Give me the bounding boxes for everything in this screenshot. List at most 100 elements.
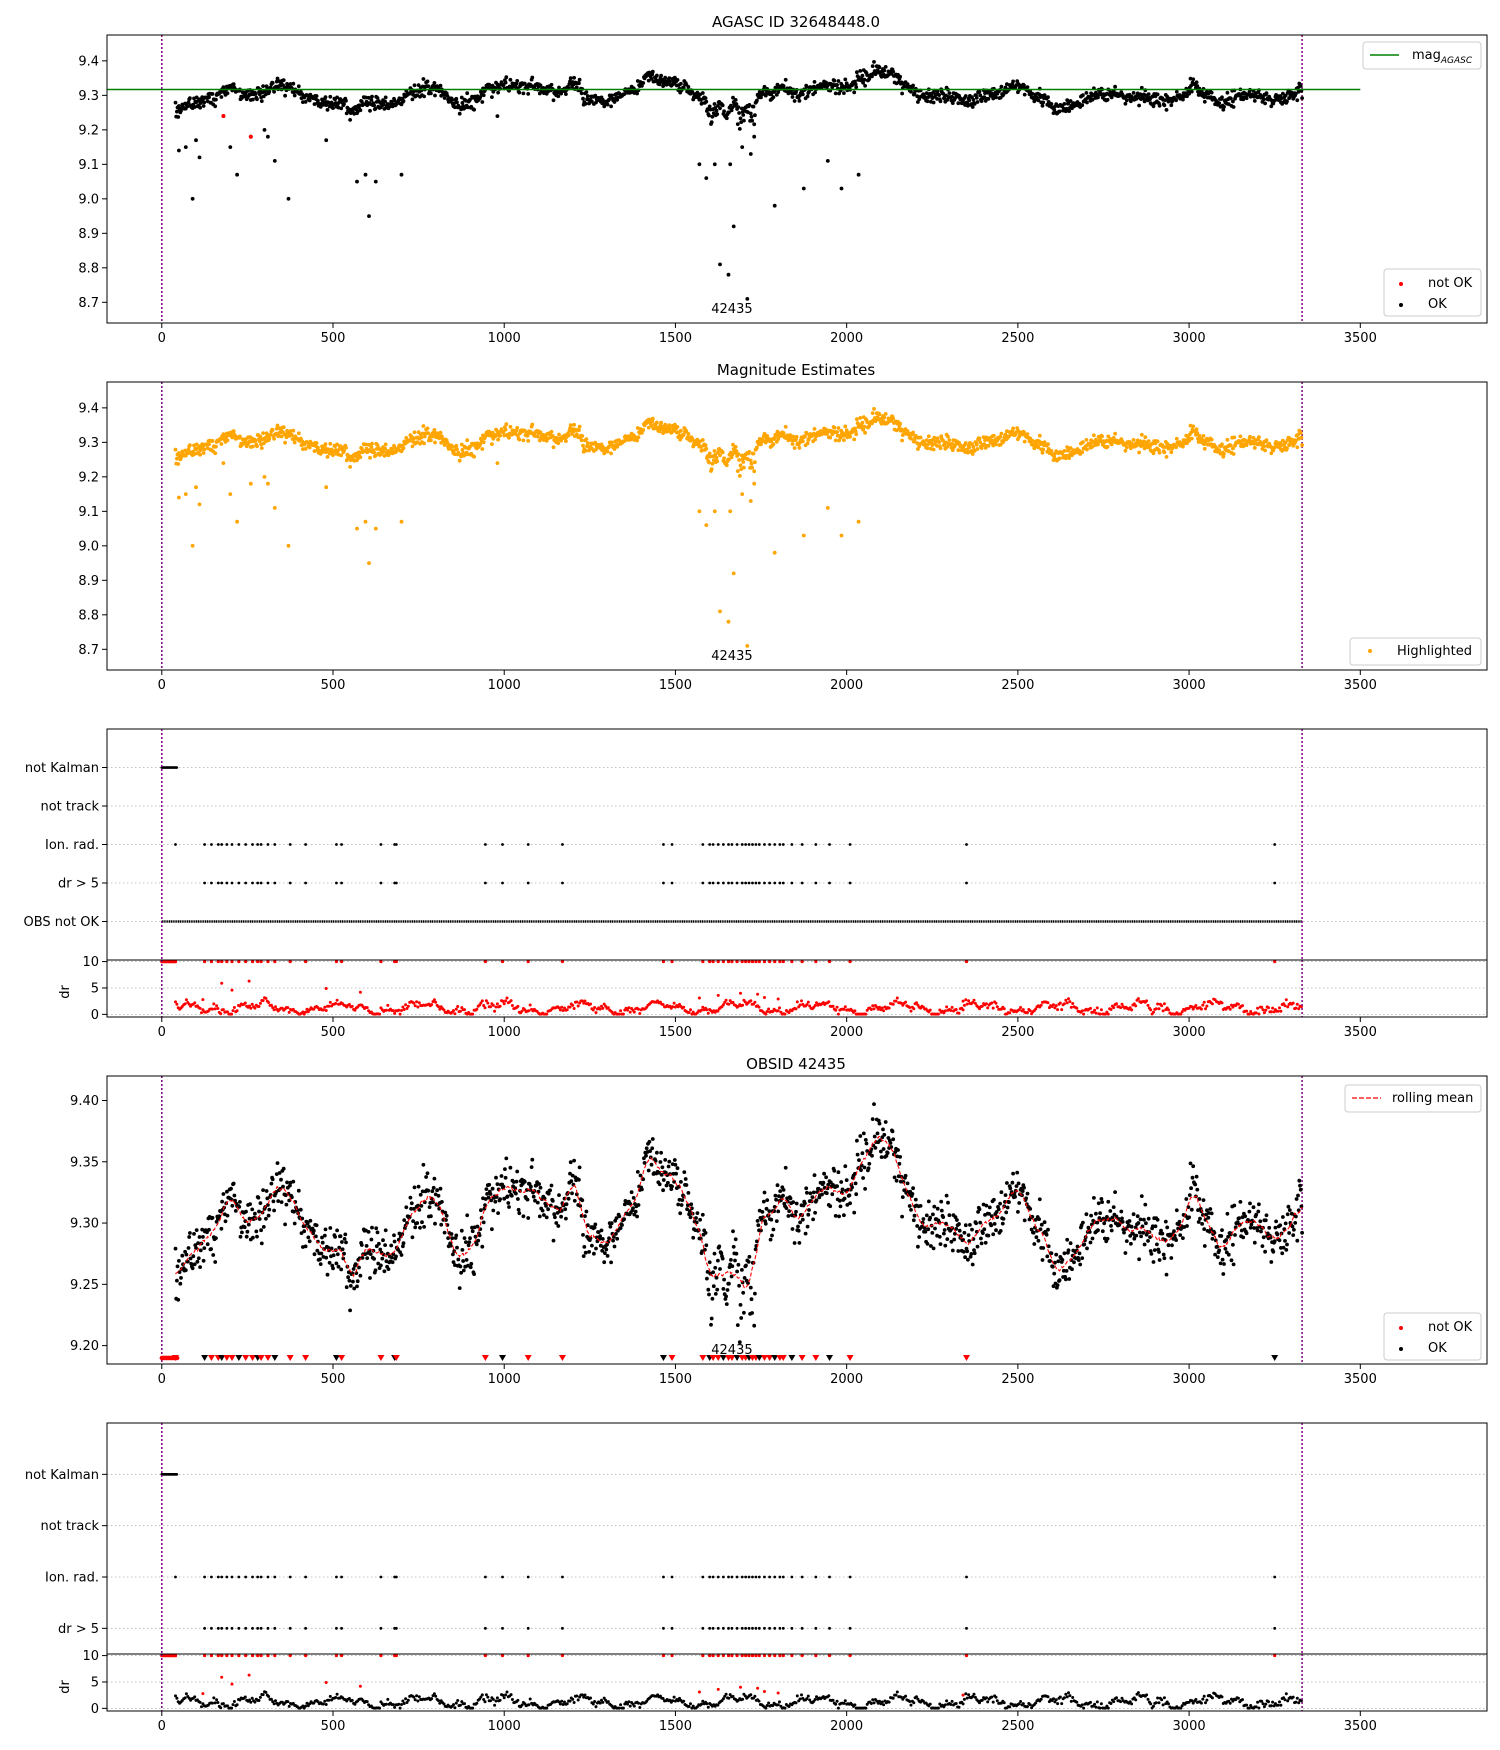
data-point [978,93,983,98]
dr-point [749,999,753,1003]
ion-rad-point [501,843,504,846]
data-point [883,412,888,416]
dr-point [800,999,803,1003]
dr-point [232,1006,236,1009]
dr-point [1094,1011,1098,1015]
dr-point [510,1004,514,1007]
data-point [449,1232,454,1236]
dr-top-point [762,959,767,964]
data-point [1036,98,1041,103]
data-point [355,1284,359,1289]
data-point [1295,445,1300,450]
ion-rad-point [828,843,831,846]
data-point [1264,91,1269,96]
dr-point [1295,1002,1299,1006]
data-point [1229,96,1233,101]
data-point [1137,450,1141,455]
data-point [737,126,742,131]
data-point [424,1175,428,1179]
data-point [177,451,181,455]
data-point [978,440,983,445]
x-tick-label: 1500 [659,1025,692,1040]
dr-point [560,1005,564,1009]
data-point [762,84,767,89]
data-point [574,432,579,437]
dr-top-point [225,959,229,964]
dr-top-point [1273,959,1277,964]
data-point [392,1239,397,1244]
data-point [472,107,476,112]
data-point [931,100,936,105]
dr-point [1093,1008,1097,1012]
data-point [1169,450,1174,455]
dr-point [724,998,728,1002]
data-point [649,77,654,81]
dr-point [253,1006,257,1010]
data-point [1231,99,1235,104]
dr-point [757,1005,761,1009]
data-point [1174,89,1179,94]
dr-point [753,1000,757,1004]
dr-point [404,1003,408,1007]
dr-point [502,1002,506,1006]
data-point [720,103,725,108]
data-point [862,77,867,82]
data-point [342,102,346,106]
data-point [372,1257,376,1261]
dr-point [767,1007,771,1011]
dr-point [243,1001,247,1005]
data-point [219,95,224,99]
data-point [466,1243,471,1248]
data-point [963,441,968,445]
dr-point [1017,1008,1021,1012]
data-point [186,100,191,105]
dr-point [1145,999,1149,1003]
ion-rad-point [662,843,665,846]
data-point [270,428,275,432]
dr-point [853,1009,857,1013]
dr-point [1160,1004,1164,1008]
data-point [331,106,335,110]
data-point [429,91,433,96]
data-point [266,1213,271,1218]
data-point [325,108,330,112]
data-point [1142,446,1147,451]
ion-rad-point [256,843,260,846]
data-point [383,95,388,100]
dr-point [226,1010,229,1014]
data-point [335,442,339,447]
data-point [457,111,462,116]
data-point [707,113,711,118]
data-point [272,1208,276,1213]
data-point [982,95,987,99]
data-point [225,1213,230,1218]
data-point [1231,446,1235,451]
data-point [986,444,991,448]
dr-point [221,1008,225,1012]
data-point [383,446,387,451]
dr-gt-5-point [757,881,761,885]
dr-point [491,1003,495,1007]
data-point [461,1259,465,1263]
data-point [1155,439,1160,444]
x-tick-label: 500 [321,678,346,693]
dr-point [971,1001,975,1004]
data-point [759,442,763,447]
data-point [783,424,788,429]
data-point [970,105,975,109]
data-point [392,1233,396,1238]
data-point [292,93,297,98]
data-point [296,431,301,436]
data-point [1146,439,1151,443]
data-point [515,426,520,430]
data-point [1300,96,1304,100]
data-point [323,1227,328,1232]
data-point [1085,447,1089,452]
data-point [700,101,704,106]
data-point [853,429,858,434]
dr-point [1054,1004,1058,1008]
ion-rad-point [721,843,725,846]
dr-point [430,1003,434,1007]
data-point [950,101,955,105]
